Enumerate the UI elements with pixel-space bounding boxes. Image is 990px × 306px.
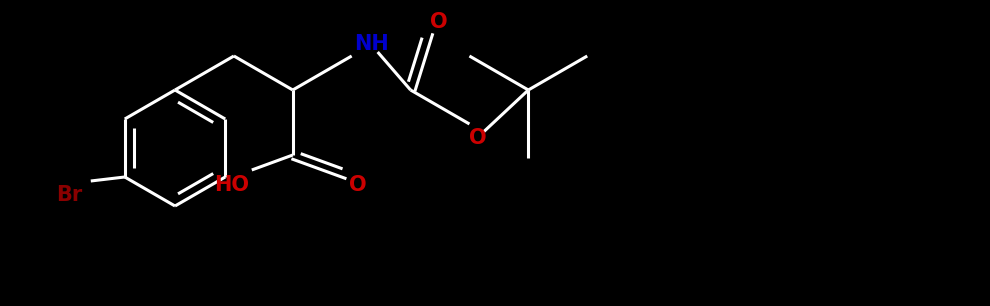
Text: HO: HO (214, 175, 249, 195)
Text: NH: NH (354, 34, 389, 54)
Text: O: O (430, 12, 447, 32)
Text: Br: Br (55, 185, 82, 205)
Text: O: O (348, 175, 366, 195)
Text: O: O (468, 128, 486, 148)
